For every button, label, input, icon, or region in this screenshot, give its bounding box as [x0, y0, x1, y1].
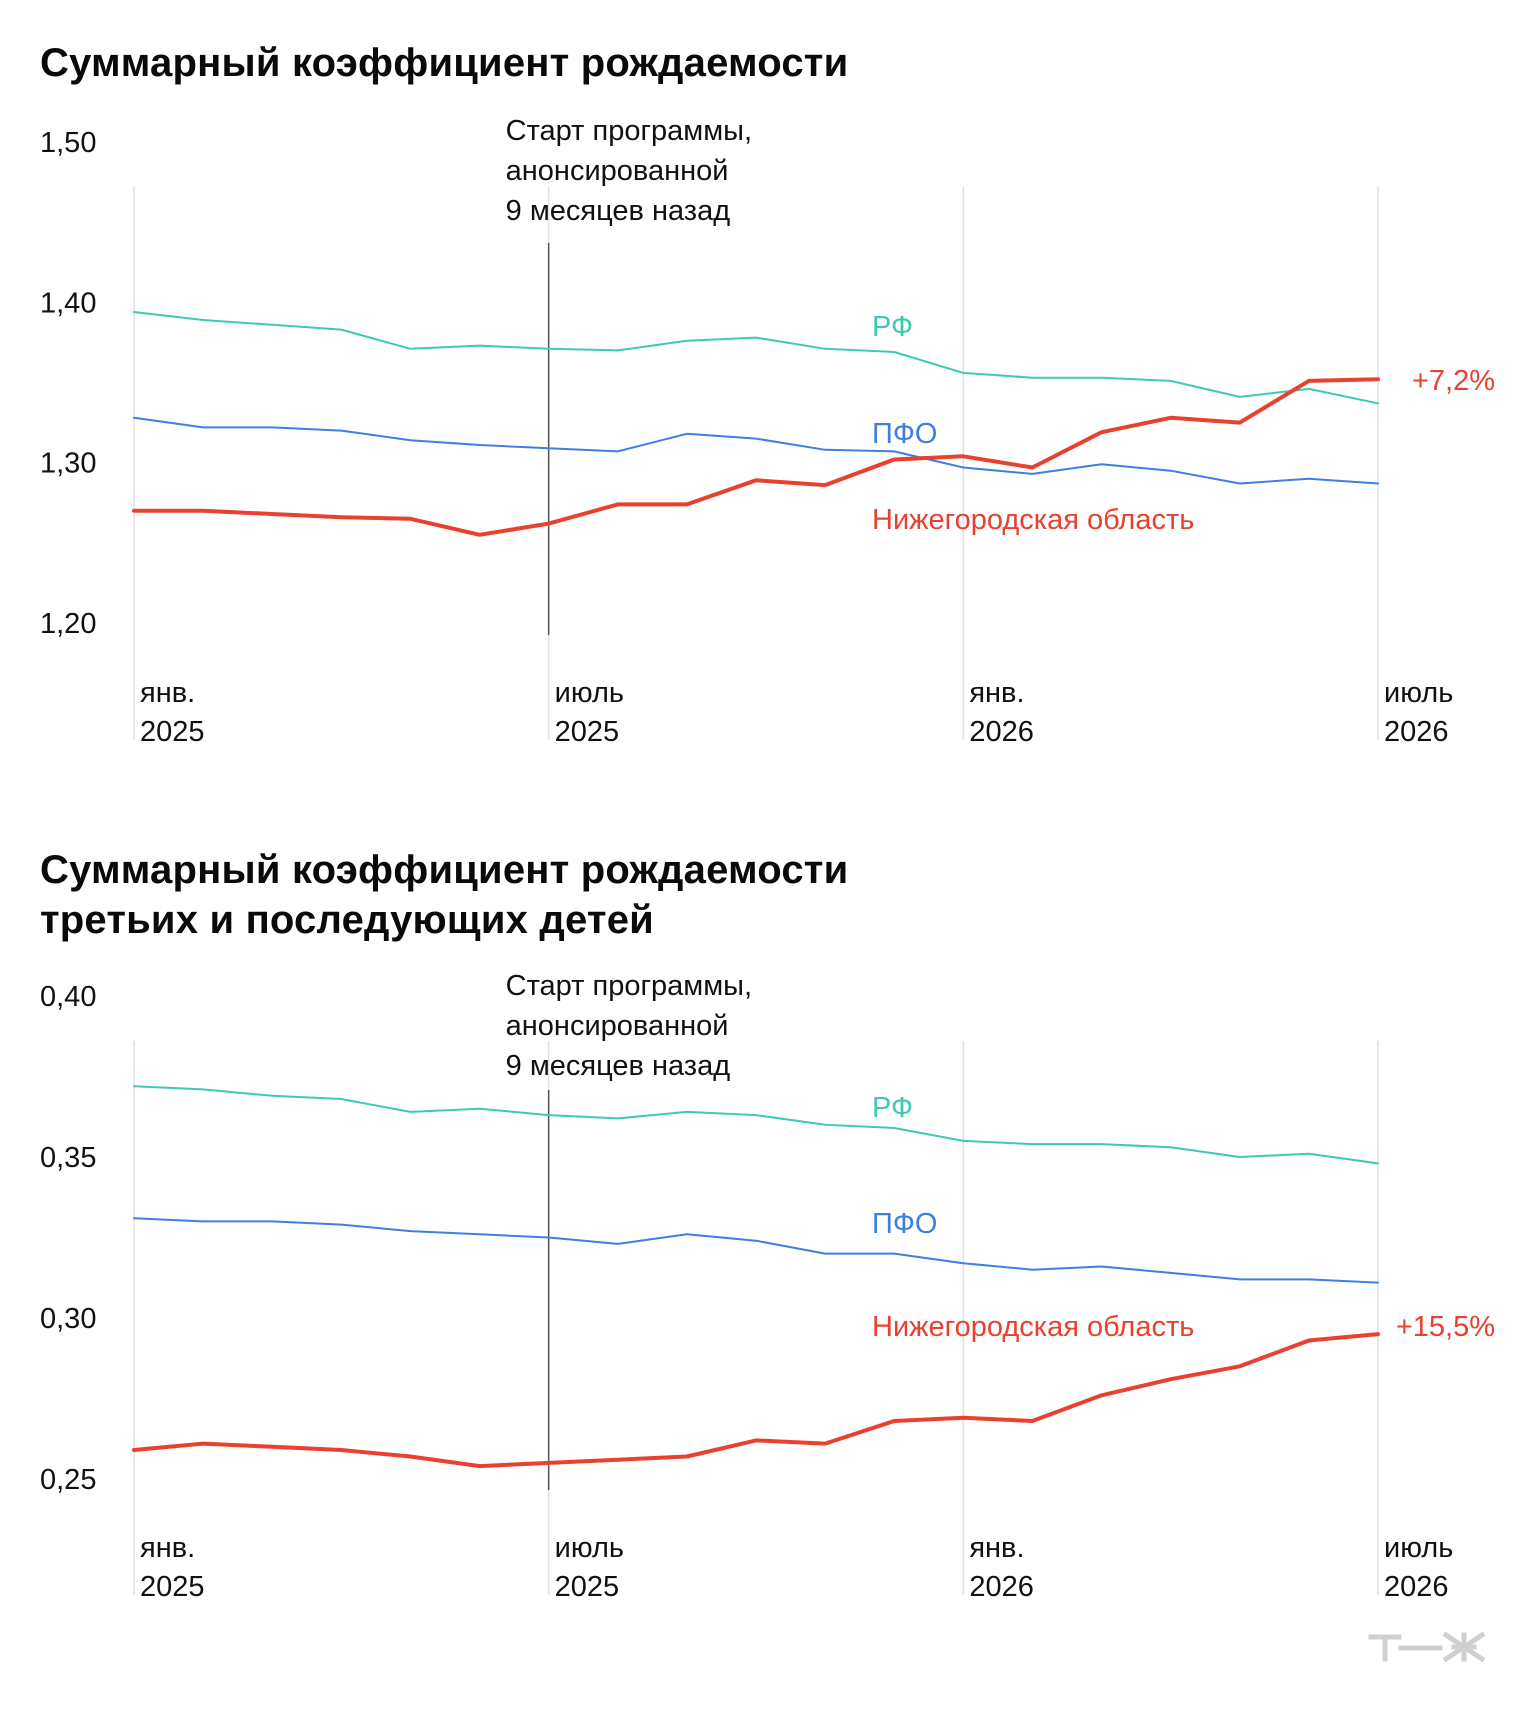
series-end-label: +15,5% [1396, 1311, 1495, 1343]
series-label-pfo: ПФО [872, 418, 937, 450]
x-tick-label-month: июль [555, 677, 624, 709]
y-tick-label: 0,35 [40, 1142, 96, 1174]
x-tick-label-year: 2025 [555, 1571, 620, 1603]
y-tick-label: 0,40 [40, 981, 96, 1013]
x-tick-label-month: янв. [969, 1532, 1024, 1564]
series-line-nizhny [132, 377, 1380, 537]
y-tick-label: 1,50 [40, 127, 96, 159]
x-tick-label-year: 2026 [1384, 1571, 1449, 1603]
series-label-rf: РФ [872, 311, 913, 343]
series-end-label: +7,2% [1412, 365, 1495, 397]
x-tick-label-month: янв. [969, 677, 1024, 709]
program-start-annotation: Старт программы, [506, 115, 752, 147]
series-line-pfo [133, 416, 1379, 485]
chart-title-line: Суммарный коэффициент рождаемости [40, 848, 849, 892]
y-tick-label: 1,20 [40, 608, 96, 640]
y-tick-label: 1,40 [40, 287, 96, 319]
program-start-annotation: анонсированной [506, 1010, 729, 1042]
birth-rate-chart: 1,50 1,40 1,30 1,20 янв. 2025 июль 2025 янв. 2026… [40, 115, 1495, 748]
x-tick-label-year: 2026 [1384, 716, 1449, 748]
x-tick-label-year: 2025 [555, 716, 620, 748]
program-start-annotation: 9 месяцев назад [506, 1050, 731, 1082]
series-line-pfo [133, 1217, 1379, 1284]
chart-title-third-children-birth-rate: Суммарный коэффициент рождаемости третьи… [40, 845, 848, 945]
x-tick-label-month: июль [555, 1532, 624, 1564]
chart-title-line: третьих и последующих детей [40, 898, 654, 942]
series-label-rf: РФ [872, 1092, 913, 1124]
chart-title-birth-rate: Суммарный коэффициент рождаемости [40, 38, 848, 88]
x-tick-label-year: 2026 [969, 716, 1034, 748]
x-tick-label-year: 2025 [140, 1571, 205, 1603]
program-start-annotation: 9 месяцев назад [506, 195, 731, 227]
series-line-nizhny [132, 1332, 1380, 1469]
x-tick-label-year: 2026 [969, 1571, 1034, 1603]
x-tick-label-month: июль [1384, 677, 1453, 709]
x-tick-label-month: янв. [140, 1532, 195, 1564]
y-tick-label: 0,30 [40, 1303, 96, 1335]
x-tick-label-month: янв. [140, 677, 195, 709]
program-start-annotation: анонсированной [506, 155, 729, 187]
x-tick-label-year: 2025 [140, 716, 205, 748]
x-tick-label-month: июль [1384, 1532, 1453, 1564]
third-children-birth-rate-chart: 0,40 0,35 0,30 0,25 янв. 2025 июль 2025 янв. 2026… [40, 970, 1495, 1603]
y-tick-label: 0,25 [40, 1464, 96, 1496]
tzh-logo [1368, 1632, 1486, 1662]
series-label-pfo: ПФО [872, 1208, 937, 1240]
series-label-nizhny: Нижегородская область [872, 504, 1194, 536]
series-line-rf [133, 1085, 1379, 1165]
chart-title-line: Суммарный коэффициент рождаемости [40, 41, 849, 85]
series-line-rf [133, 311, 1379, 405]
y-tick-label: 1,30 [40, 448, 96, 480]
program-start-annotation: Старт программы, [506, 970, 752, 1002]
series-label-nizhny: Нижегородская область [872, 1311, 1194, 1343]
